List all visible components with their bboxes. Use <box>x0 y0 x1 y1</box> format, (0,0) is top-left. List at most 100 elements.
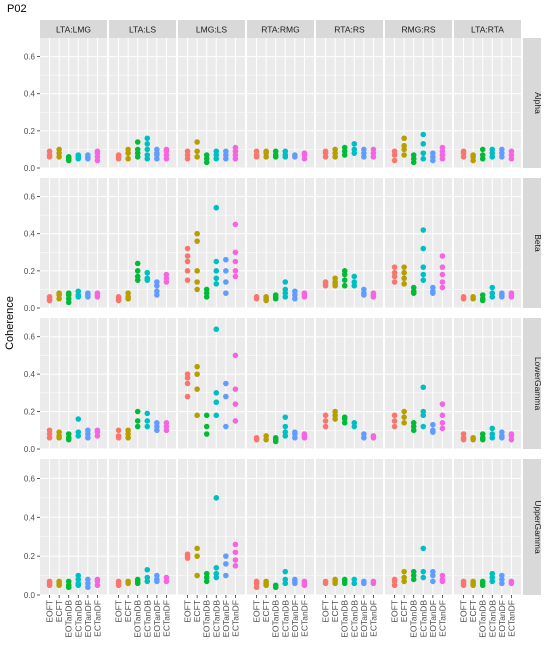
facet-panel <box>316 318 383 450</box>
data-point <box>125 578 131 585</box>
x-tick-label: ECTanDF <box>92 600 102 637</box>
data-point <box>410 568 417 575</box>
y-tick-label: 0.4 <box>24 90 36 99</box>
panel-background <box>40 178 107 308</box>
x-tick-label: EOTanDF <box>221 600 231 637</box>
data-point <box>370 433 377 439</box>
data-point <box>499 146 505 153</box>
x-tick-label: ECTanDB <box>349 600 359 638</box>
data-point <box>94 148 101 155</box>
column-strip-label: LTA:LS <box>129 25 156 35</box>
data-point <box>144 574 151 581</box>
data-point <box>232 401 239 407</box>
x-tick-label: EOTanDF <box>83 600 93 637</box>
data-point <box>391 148 398 155</box>
data-point <box>194 268 200 274</box>
y-tick-label: 0.2 <box>24 552 36 561</box>
data-point <box>351 146 358 153</box>
panel-background <box>316 459 383 595</box>
data-point <box>134 408 141 415</box>
data-point <box>322 578 329 585</box>
facet-panel <box>247 318 314 450</box>
data-point <box>223 553 229 559</box>
data-point <box>401 264 407 270</box>
data-point <box>401 574 407 581</box>
panel-background <box>109 38 176 168</box>
x-tick-label: ECTanDB <box>73 600 83 638</box>
data-point <box>115 427 122 434</box>
data-point <box>223 268 229 274</box>
data-point <box>134 418 141 424</box>
data-point <box>65 578 72 585</box>
data-point <box>282 414 289 420</box>
data-point <box>420 384 427 391</box>
x-tick-label: ECFT <box>192 600 202 622</box>
data-point <box>213 399 220 406</box>
chart-title: P02 <box>7 3 27 15</box>
data-point <box>194 553 200 559</box>
x-tick-label: ECTanDF <box>161 600 171 637</box>
strip-background <box>40 20 107 38</box>
data-point <box>134 423 141 430</box>
data-point <box>184 393 191 400</box>
data-point <box>401 152 407 158</box>
x-tick-label: ECTanDF <box>437 600 447 637</box>
column-strip: LMG:LS <box>178 20 245 38</box>
facet-panel <box>109 178 176 309</box>
data-point <box>508 431 515 437</box>
data-point <box>361 431 367 437</box>
data-point <box>75 416 82 422</box>
data-point <box>460 148 467 155</box>
data-point <box>134 146 141 153</box>
data-point <box>232 418 239 424</box>
data-point <box>479 146 486 153</box>
data-point <box>420 141 427 147</box>
data-point <box>115 578 122 585</box>
data-point <box>223 290 229 296</box>
data-point <box>430 421 436 428</box>
data-point <box>332 576 338 583</box>
data-point <box>56 146 62 153</box>
data-point <box>223 572 229 579</box>
data-point <box>401 142 407 149</box>
data-point <box>351 279 358 285</box>
data-point <box>263 294 269 300</box>
data-point <box>489 431 496 437</box>
data-point <box>401 269 407 276</box>
data-point <box>401 578 407 585</box>
data-point <box>410 284 417 291</box>
data-point <box>194 286 200 293</box>
data-point <box>253 578 260 585</box>
data-point <box>282 429 289 435</box>
x-tick-label: EOFT <box>114 600 124 623</box>
data-point <box>410 576 417 583</box>
x-tick-label: ECTanDF <box>299 600 309 637</box>
x-tick-label: EOTanDB <box>409 600 419 638</box>
data-point <box>154 279 160 285</box>
panel-background <box>247 38 314 168</box>
data-point <box>184 253 191 259</box>
data-point <box>232 352 239 359</box>
strip-background <box>523 318 541 449</box>
column-strip: RMG:RS <box>385 20 452 38</box>
x-tick-label: EOFT <box>45 600 55 623</box>
data-point <box>213 326 220 333</box>
data-point <box>115 152 122 158</box>
data-point <box>439 264 446 270</box>
data-point <box>144 152 151 158</box>
data-point <box>232 557 239 563</box>
x-tick-label: ECFT <box>330 600 340 622</box>
x-tick-label: EOTanDF <box>497 600 507 637</box>
strip-background <box>109 20 176 38</box>
data-point <box>370 146 377 153</box>
strip-background <box>247 20 314 38</box>
data-point <box>292 288 298 295</box>
data-point <box>391 412 398 419</box>
data-point <box>430 568 436 575</box>
data-point <box>401 275 407 282</box>
data-point <box>489 425 496 432</box>
data-point <box>439 425 446 432</box>
data-point <box>194 371 200 377</box>
row-strip-label: Alpha <box>533 92 543 114</box>
data-point <box>508 290 515 296</box>
